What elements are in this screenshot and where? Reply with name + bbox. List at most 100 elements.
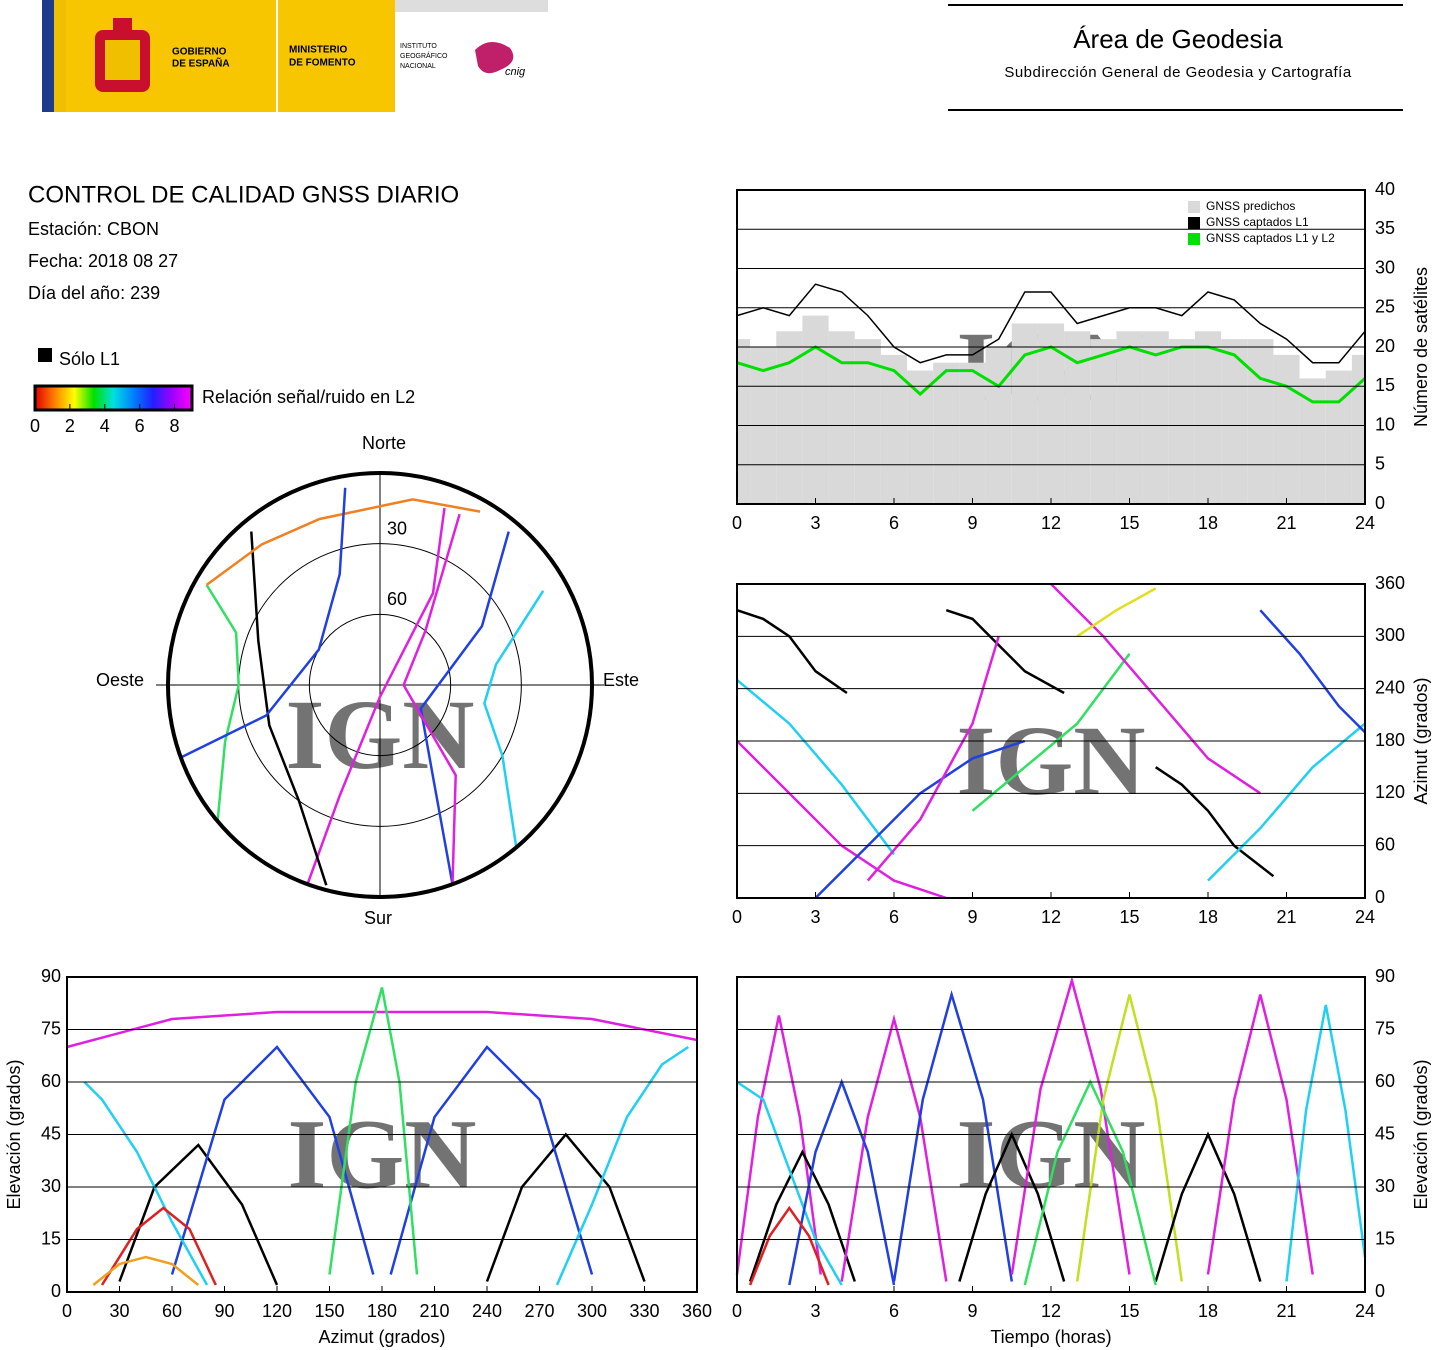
- x-tick-label: 6: [889, 513, 899, 533]
- count-line: [736, 283, 1366, 364]
- predicted-bar: [959, 362, 986, 504]
- y-tick-label: 20: [1375, 336, 1395, 356]
- predicted-bar: [802, 315, 829, 504]
- x-tick-label: 3: [810, 513, 820, 533]
- legend-swatch: [1188, 201, 1200, 213]
- x-tick-label: 300: [577, 1301, 607, 1321]
- watermark: IGN: [288, 1098, 477, 1209]
- area-subtitle: Subdirección General de Geodesia y Carto…: [1004, 64, 1352, 81]
- x-tick-label: 15: [1119, 513, 1139, 533]
- x-axis-label: Azimut (grados): [318, 1327, 445, 1347]
- station: Estación: CBON: [28, 219, 159, 239]
- ring-label: 60: [387, 589, 407, 609]
- satellite-track: [1259, 609, 1366, 734]
- satellite-track: [735, 1015, 822, 1275]
- y-tick-label: 40: [1375, 179, 1395, 199]
- legend-swatch: [1188, 233, 1200, 245]
- x-tick-label: 6: [889, 1301, 899, 1321]
- x-tick-label: 9: [967, 1301, 977, 1321]
- x-tick-label: 12: [1041, 1301, 1061, 1321]
- y-tick-label: 30: [1375, 257, 1395, 277]
- satellite-track: [205, 498, 481, 586]
- satellite-track: [1206, 994, 1314, 1275]
- predicted-bar: [828, 331, 855, 504]
- x-tick-label: 0: [732, 907, 742, 927]
- y-tick-label: 15: [41, 1228, 61, 1248]
- logo-text: NACIONAL: [400, 63, 436, 70]
- ring-label: 30: [387, 518, 407, 538]
- logo-text: cnig: [505, 66, 526, 78]
- legend-label: GNSS predichos: [1206, 199, 1295, 213]
- x-tick-label: 240: [472, 1301, 502, 1321]
- satellite-track: [866, 635, 1000, 882]
- elevation-ring: [308, 613, 452, 757]
- y-tick-label: 0: [51, 1281, 61, 1301]
- satellite-track: [736, 740, 947, 900]
- colorbar-tick-label: 8: [170, 416, 180, 436]
- x-tick-label: 21: [1276, 513, 1296, 533]
- satellite-track: [736, 609, 848, 695]
- predicted-bar: [907, 370, 934, 504]
- satellite-track: [892, 989, 1014, 1282]
- y-tick-label: 300: [1375, 625, 1405, 645]
- logo-text: DE ESPAÑA: [172, 57, 230, 70]
- direction-label: Sur: [364, 908, 392, 928]
- y-tick-label: 0: [1375, 1281, 1385, 1301]
- y-tick-label: 10: [1375, 414, 1395, 434]
- x-tick-label: 3: [810, 1301, 820, 1321]
- flag-stripe: [42, 0, 54, 112]
- y-tick-label: 90: [41, 966, 61, 986]
- x-tick-label: 9: [967, 907, 977, 927]
- y-tick-label: 5: [1375, 454, 1385, 474]
- predicted-bar: [1116, 331, 1143, 504]
- y-tick-label: 90: [1375, 966, 1395, 986]
- predicted-bar: [1247, 339, 1274, 504]
- horizon: [166, 471, 594, 899]
- legend-label: GNSS captados L1: [1206, 215, 1309, 229]
- x-tick-label: 150: [314, 1301, 344, 1321]
- satellite-track: [118, 1143, 279, 1286]
- satellite-track: [328, 987, 419, 1275]
- x-tick-label: 210: [419, 1301, 449, 1321]
- predicted-bar: [1194, 331, 1222, 504]
- colorbar-tick-label: 4: [100, 416, 110, 436]
- y-tick-label: 25: [1375, 297, 1395, 317]
- x-tick-label: 15: [1119, 1301, 1139, 1321]
- colorbar-tick-label: 6: [135, 416, 145, 436]
- satellite-track: [485, 1132, 646, 1282]
- x-tick-label: 0: [62, 1301, 72, 1321]
- satellite-track: [205, 584, 240, 822]
- day-of-year: Día del año: 239: [28, 283, 160, 303]
- y-tick-label: 45: [1375, 1123, 1395, 1143]
- x-tick-label: 18: [1198, 1301, 1218, 1321]
- satellite-track: [250, 531, 328, 886]
- satellite-track: [1050, 583, 1261, 795]
- plot-frame: [736, 583, 1366, 899]
- satellite-track: [748, 1205, 830, 1286]
- x-tick-label: 18: [1198, 513, 1218, 533]
- satellite-track: [389, 1045, 594, 1275]
- satellite-track: [1285, 1004, 1367, 1282]
- legend-swatch: [1188, 217, 1200, 229]
- satellite-track: [945, 609, 1065, 695]
- x-tick-label: 30: [109, 1301, 129, 1321]
- direction-label: Norte: [362, 433, 406, 453]
- predicted-bar: [737, 339, 751, 504]
- satellite-track: [1075, 994, 1184, 1282]
- y-tick-label: 0: [1375, 887, 1385, 907]
- y-tick-label: 75: [1375, 1018, 1395, 1038]
- satellite-track: [66, 1010, 698, 1049]
- predicted-bar: [1168, 339, 1195, 504]
- legend-label: GNSS captados L1 y L2: [1206, 231, 1335, 245]
- x-tick-label: 15: [1119, 907, 1139, 927]
- legend-swatch: [38, 348, 52, 362]
- y-tick-label: 180: [1375, 730, 1405, 750]
- x-tick-label: 330: [629, 1301, 659, 1321]
- y-tick-label: 240: [1375, 677, 1405, 697]
- plot-frame: [66, 976, 698, 1293]
- x-tick-label: 21: [1276, 907, 1296, 927]
- satellite-track: [736, 678, 896, 856]
- x-tick-label: 6: [889, 907, 899, 927]
- colorbar-tick-label: 0: [30, 416, 40, 436]
